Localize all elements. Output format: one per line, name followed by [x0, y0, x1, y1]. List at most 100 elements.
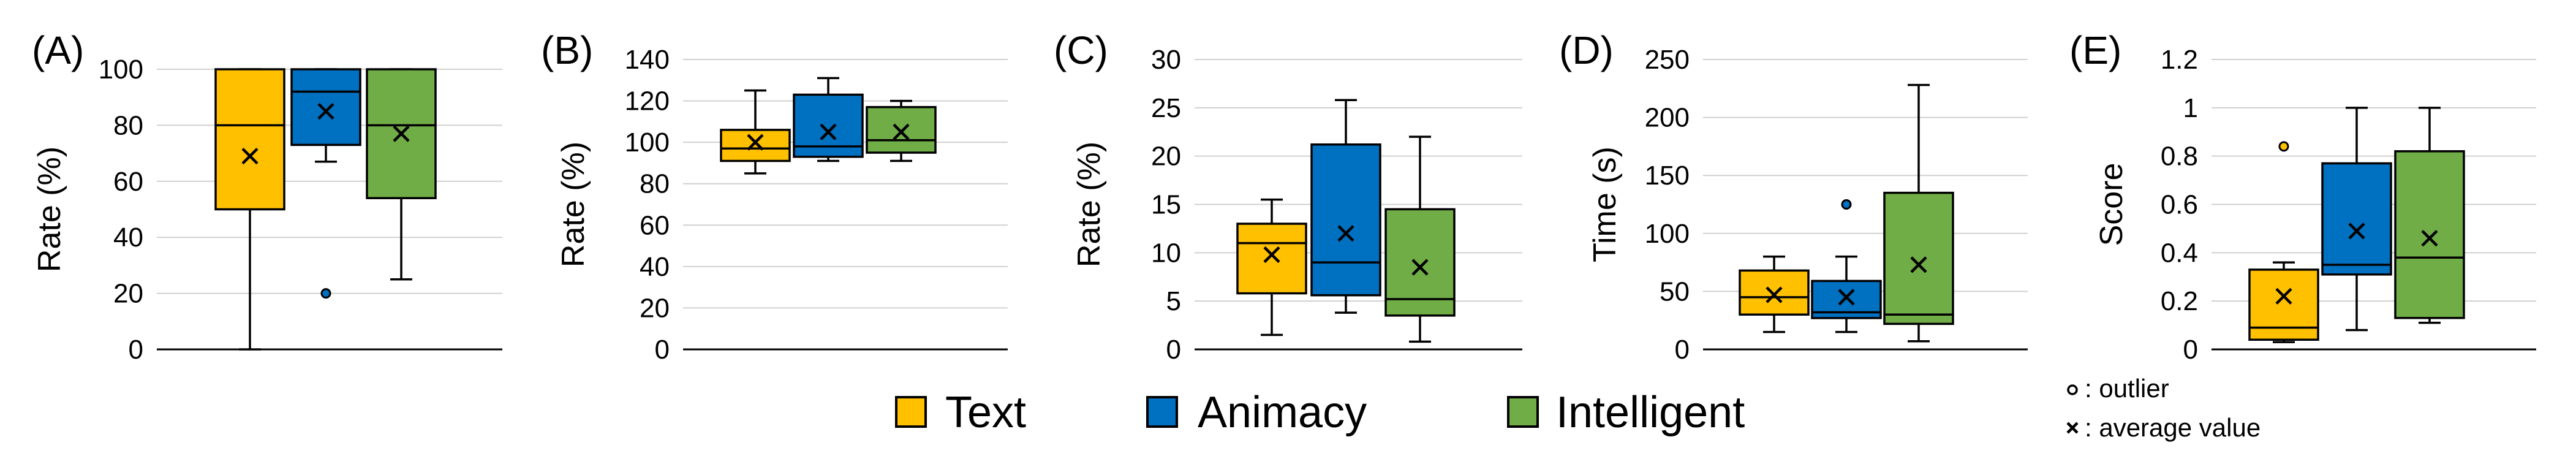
chart-e-ytick-label: 1	[2183, 93, 2198, 123]
chart-b-intelligent-box-group	[866, 99, 937, 162]
chart-e-ytick-label: 0.6	[2161, 190, 2198, 220]
chart-c-text-box-group	[1236, 198, 1307, 337]
chart-c-ytick-label: 5	[1166, 286, 1181, 316]
chart-c-animacy-mean-marker	[1337, 225, 1354, 242]
chart-c-ylabel: Rate (%)	[1071, 142, 1107, 267]
chart-d-ytick-label: 0	[1675, 335, 1690, 365]
chart-e-animacy-box	[2321, 162, 2392, 276]
chart-c-animacy-box-group	[1310, 99, 1381, 314]
chart-a-intelligent-mean-marker	[393, 125, 410, 142]
chart-b-ytick-label: 0	[655, 335, 670, 365]
chart-c-ytick-label: 25	[1151, 93, 1181, 123]
legend-swatch-animacy	[1146, 396, 1178, 428]
chart-b-text-box-group	[720, 89, 791, 175]
chart-c-ytick-label: 10	[1151, 238, 1181, 268]
chart-b-ytick-label: 140	[625, 45, 670, 75]
legend-label-intelligent: Intelligent	[1556, 388, 1745, 437]
chart-c-ytick-label: 30	[1151, 45, 1181, 75]
chart-a-animacy-box-group	[290, 68, 361, 299]
chart-a-animacy-box	[290, 68, 361, 146]
chart-a-text-box-group	[214, 68, 285, 351]
chart-b-ylabel: Rate (%)	[556, 142, 591, 267]
chart-b-text-mean-marker	[747, 134, 764, 151]
chart-c-animacy-box	[1310, 143, 1381, 297]
average-key-icon	[2066, 422, 2079, 434]
chart-d-animacy-box-group	[1811, 199, 1882, 333]
chart-e-ytick-label: 0.4	[2161, 238, 2198, 268]
chart-d-text-box	[1739, 269, 1810, 316]
chart-b-panel-label: (B)	[541, 28, 593, 72]
chart-e-text-mean-marker	[2275, 287, 2292, 305]
chart-a-animacy-outlier-point	[320, 288, 331, 299]
chart-a-ytick-label: 0	[129, 335, 143, 365]
chart-b-text-box	[720, 129, 791, 162]
chart-a: 0 20 40 60 80 100 (A) Rate (%)	[32, 28, 502, 365]
chart-b-ytick-label: 20	[640, 293, 670, 323]
chart-c-ytick-label: 15	[1151, 190, 1181, 220]
chart-e: 0 0.2 0.4 0.6 0.8 1 1.2 (E) Score	[2069, 28, 2536, 365]
chart-e-text-box-group	[2248, 141, 2319, 343]
chart-b-intelligent-box	[866, 105, 937, 154]
chart-b-animacy-box-group	[793, 77, 864, 162]
chart-d-panel-label: (D)	[1559, 28, 1614, 72]
chart-e-intelligent-box	[2394, 150, 2465, 319]
chart-c-ytick-label: 20	[1151, 142, 1181, 172]
chart-e-ytick-label: 0.8	[2161, 142, 2198, 172]
chart-a-ytick-label: 80	[113, 110, 143, 140]
chart-b: 0 20 40 60 80 100 120 140 (B) Rate (%)	[541, 28, 1008, 365]
chart-a-ytick-label: 20	[113, 279, 143, 309]
chart-d-ytick-label: 250	[1645, 45, 1690, 75]
chart-a-ytick-label: 40	[113, 222, 143, 253]
chart-e-text-box	[2248, 268, 2319, 341]
chart-a-ytick-label: 100	[99, 55, 143, 85]
chart-e-animacy-box-group	[2321, 107, 2392, 332]
chart-d-ytick-label: 50	[1660, 276, 1690, 306]
legend-label-animacy: Animacy	[1198, 388, 1367, 437]
legend-swatch-text	[895, 396, 927, 428]
chart-d-animacy-mean-marker	[1838, 289, 1855, 306]
chart-b-animacy-mean-marker	[820, 123, 837, 140]
chart-a-ylabel: Rate (%)	[32, 146, 67, 272]
chart-b-ytick-label: 40	[640, 252, 670, 282]
chart-e-panel-label: (E)	[2069, 28, 2121, 72]
chart-a-ytick-label: 60	[113, 167, 143, 197]
chart-c: 0 5 10 15 20 25 30 (C) Rate (%)	[1054, 28, 1522, 365]
chart-c-text-box	[1236, 222, 1307, 295]
chart-b-ytick-label: 120	[625, 86, 670, 116]
average-key-label: : average value	[2085, 413, 2261, 442]
chart-d-intelligent-box-group	[1883, 83, 1954, 343]
chart-c-intelligent-mean-marker	[1411, 259, 1429, 276]
legend-swatch-intelligent	[1507, 396, 1539, 428]
outlier-key-icon	[2067, 384, 2078, 395]
legend: Text Animacy Intelligent : outlier : ave…	[895, 374, 2261, 442]
chart-d-ytick-label: 200	[1645, 103, 1690, 133]
chart-a-text-mean-marker	[241, 148, 259, 165]
chart-a-intelligent-box-group	[366, 68, 437, 281]
chart-d-ylabel: Time (s)	[1587, 146, 1623, 262]
chart-b-ytick-label: 80	[640, 169, 670, 199]
chart-c-intelligent-box-group	[1384, 135, 1456, 343]
chart-b-intelligent-mean-marker	[893, 123, 910, 140]
legend-label-text: Text	[945, 388, 1026, 437]
chart-d-text-box-group	[1739, 255, 1810, 333]
chart-e-ytick-label: 0.2	[2161, 286, 2198, 316]
chart-a-animacy-mean-marker	[317, 102, 334, 120]
chart-d-intelligent-mean-marker	[1910, 256, 1927, 273]
chart-a-intelligent-box	[366, 68, 437, 199]
chart-c-intelligent-box	[1384, 208, 1456, 317]
chart-c-text-mean-marker	[1263, 246, 1280, 264]
chart-e-intelligent-mean-marker	[2421, 230, 2438, 247]
chart-d: 0 50 100 150 200 250 (D) Time (s)	[1559, 28, 2028, 365]
chart-d-intelligent-box	[1883, 191, 1954, 325]
chart-e-intelligent-box-group	[2394, 107, 2465, 324]
chart-a-panel-label: (A)	[32, 28, 84, 72]
chart-b-ytick-label: 100	[625, 127, 670, 158]
chart-c-ytick-label: 0	[1166, 335, 1181, 365]
chart-c-panel-label: (C)	[1054, 28, 1108, 72]
chart-e-text-outlier-point	[2278, 141, 2289, 152]
chart-e-ylabel: Score	[2094, 163, 2129, 246]
chart-e-ytick-label: 1.2	[2161, 45, 2198, 75]
chart-d-text-mean-marker	[1766, 286, 1783, 303]
